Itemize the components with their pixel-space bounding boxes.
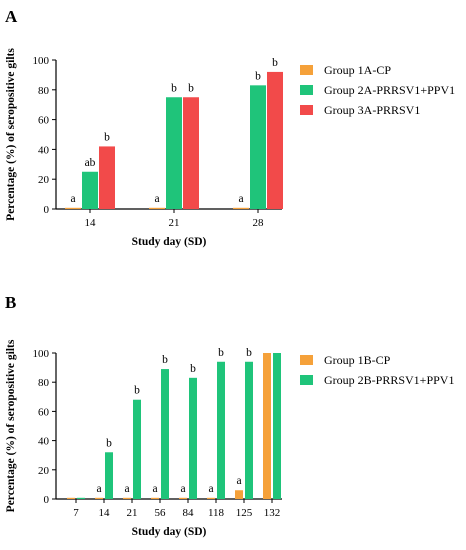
significance-label: b (134, 385, 140, 397)
significance-label: b (188, 82, 194, 94)
bar (245, 361, 253, 499)
x-tick-label: 7 (73, 507, 79, 519)
legend-label: Group 2B-PRRSV1+PPV1 (324, 373, 454, 387)
significance-label: ab (85, 157, 96, 169)
x-tick-label: 21 (127, 507, 138, 519)
y-tick-label: 0 (44, 494, 50, 506)
significance-label: a (180, 483, 185, 495)
legend-swatch (300, 355, 313, 365)
x-axis-title: Study day (SD) (132, 236, 207, 248)
x-tick-label: 21 (169, 217, 180, 229)
bar (105, 452, 113, 499)
significance-label: a (236, 475, 241, 487)
bar (263, 353, 271, 499)
bar (133, 399, 141, 499)
bar (273, 353, 281, 499)
bar (82, 171, 98, 209)
legend-swatch (300, 375, 313, 385)
bar (233, 207, 249, 209)
bar (189, 377, 197, 499)
y-tick-label: 60 (38, 115, 50, 127)
x-tick-label: 118 (208, 507, 225, 519)
bar (151, 497, 159, 499)
bar (207, 497, 215, 499)
bar (166, 97, 182, 209)
significance-label: b (171, 82, 177, 94)
x-tick-label: 132 (264, 507, 281, 519)
y-axis-title: Percentage (%) of seropositive gilts (5, 339, 17, 512)
significance-label: b (104, 131, 110, 143)
legend-swatch (300, 85, 313, 95)
x-tick-label: 14 (99, 507, 111, 519)
x-tick-label: 84 (183, 507, 195, 519)
chart-panel-a: A 0 20 40 60 80 100 14 21 28 Study day (SD) Percent… (5, 7, 455, 248)
bar (183, 97, 199, 209)
bar (235, 490, 243, 499)
bar (179, 497, 187, 499)
y-tick-label: 40 (38, 436, 50, 448)
bar (67, 497, 75, 499)
panel-label: B (5, 293, 16, 312)
bar (77, 497, 85, 499)
y-tick-label: 100 (33, 348, 50, 360)
bar (250, 85, 266, 209)
bar (65, 207, 81, 209)
bar (123, 497, 131, 499)
significance-label: b (272, 57, 278, 69)
x-axis-title: Study day (SD) (132, 526, 207, 538)
significance-label: b (106, 437, 112, 449)
significance-label: b (190, 363, 196, 375)
bar (149, 207, 165, 209)
y-tick-label: 0 (44, 204, 50, 216)
significance-label: a (124, 483, 129, 495)
y-tick-label: 20 (38, 174, 50, 186)
legend-swatch (300, 105, 313, 115)
legend-label: Group 1B-CP (324, 353, 391, 367)
significance-label: b (162, 354, 168, 366)
significance-label: a (208, 483, 213, 495)
significance-label: b (255, 70, 261, 82)
y-tick-label: 40 (38, 144, 50, 156)
bar (217, 361, 225, 499)
x-tick-label: 56 (155, 507, 167, 519)
x-tick-label: 125 (236, 507, 253, 519)
bar (161, 369, 169, 499)
chart-panel-b: B 0 20 40 60 80 100 7 14 21 56 84 118 125 132 Study day… (5, 293, 454, 538)
x-tick-label: 28 (253, 217, 265, 229)
significance-label: a (70, 193, 75, 205)
legend-label: Group 3A-PRRSV1 (324, 103, 420, 117)
y-tick-label: 100 (33, 55, 50, 67)
legend-swatch (300, 65, 313, 75)
y-tick-label: 20 (38, 465, 50, 477)
bar (99, 146, 115, 209)
significance-label: b (246, 347, 252, 359)
significance-label: a (238, 193, 243, 205)
y-tick-label: 80 (38, 85, 50, 97)
x-tick-label: 14 (85, 217, 97, 229)
y-tick-label: 60 (38, 406, 50, 418)
panel-label: A (5, 7, 18, 26)
significance-label: a (154, 193, 159, 205)
significance-label: b (218, 347, 224, 359)
significance-label: a (96, 483, 101, 495)
y-tick-label: 80 (38, 377, 50, 389)
bar (267, 71, 283, 209)
bar (95, 497, 103, 499)
y-axis-title: Percentage (%) of seropositive gilts (5, 48, 17, 221)
significance-label: a (152, 483, 157, 495)
legend-label: Group 2A-PRRSV1+PPV1 (324, 83, 455, 97)
legend-label: Group 1A-CP (324, 63, 391, 77)
